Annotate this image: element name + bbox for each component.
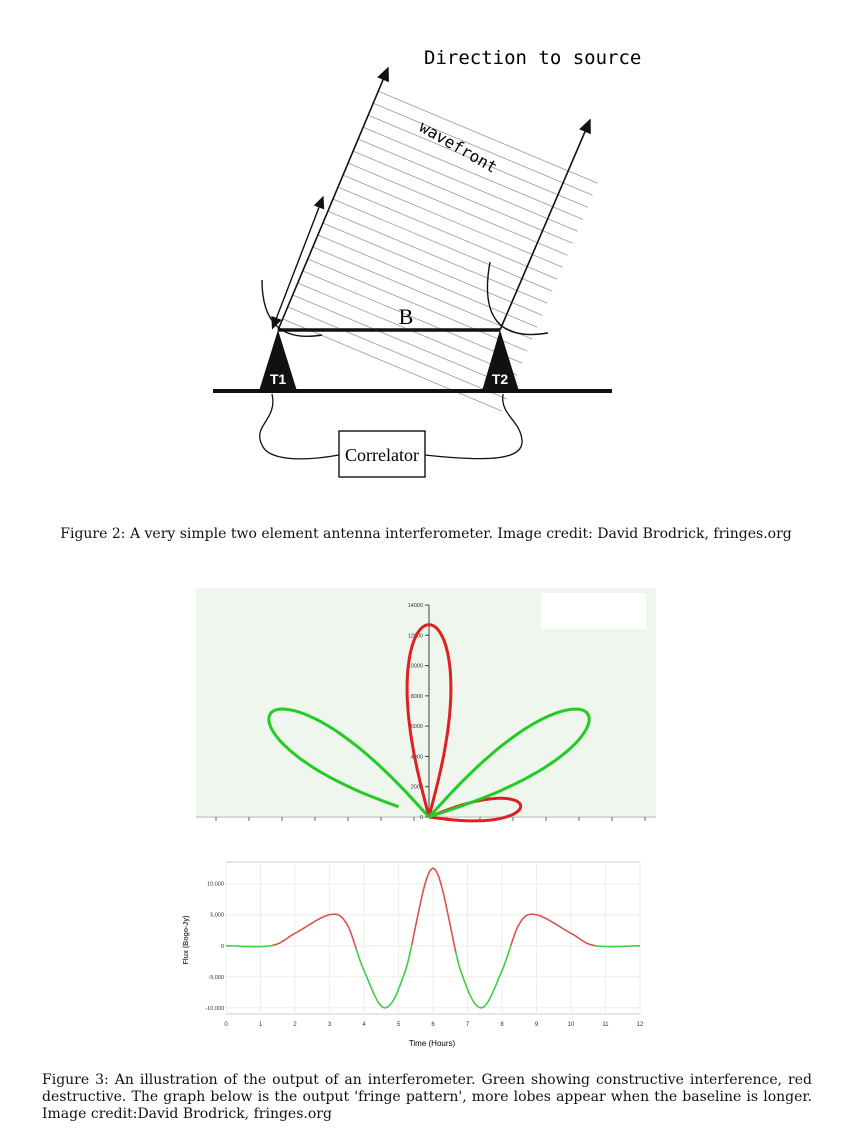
hatch-line xyxy=(368,114,588,208)
x-tick-label: 0 xyxy=(224,1022,228,1028)
polar-tick-label: 14000 xyxy=(408,603,423,609)
hatch-line xyxy=(337,186,558,280)
cable-t2 xyxy=(424,393,523,460)
x-tick-label: 8 xyxy=(500,1022,504,1028)
telescope-t1 xyxy=(259,330,297,391)
path-difference-arrow xyxy=(271,195,325,330)
polar-lobes xyxy=(267,623,591,823)
hatch-line xyxy=(307,258,528,352)
ray-t1 xyxy=(277,66,389,331)
y-tick-label: 10,000 xyxy=(207,882,224,888)
fringe-segment xyxy=(595,945,640,948)
fringe-segment xyxy=(411,867,457,953)
hatch-line xyxy=(357,138,578,232)
hatch-line xyxy=(302,270,523,364)
x-tick-label: 5 xyxy=(397,1022,401,1028)
polar-tick-label: 6000 xyxy=(411,724,423,730)
polar-lobe xyxy=(428,796,523,823)
polar-tick-label: 0 xyxy=(420,815,423,821)
baseline-label: B xyxy=(399,304,414,329)
figure3-caption: Figure 3: An illustration of the output … xyxy=(42,1072,812,1122)
x-tick-label: 4 xyxy=(362,1022,366,1028)
y-tick-label: -10,000 xyxy=(205,1006,224,1012)
dish-t2 xyxy=(486,261,549,336)
x-tick-label: 7 xyxy=(466,1022,470,1028)
ray-t2 xyxy=(499,118,591,331)
hatch-line xyxy=(312,246,533,340)
polar-tick-label: 2000 xyxy=(411,785,423,791)
y-tick-label: 5,000 xyxy=(210,913,224,919)
x-tick-label: 6 xyxy=(431,1022,435,1028)
y-tick-label: -5,000 xyxy=(208,975,224,981)
hatch-line xyxy=(327,210,548,304)
fringe-segment xyxy=(226,944,274,948)
telescope-t2 xyxy=(482,330,519,391)
x-tick-label: 10 xyxy=(568,1022,575,1028)
x-tick-label: 9 xyxy=(535,1022,539,1028)
wavefront-hatching xyxy=(282,90,598,412)
fringe-segment xyxy=(355,944,413,1009)
cable-t1 xyxy=(259,393,340,460)
wavefront-label: wavefront xyxy=(416,117,501,177)
polar-lobe xyxy=(405,623,453,818)
fringe-line-chart: 0 1 2 3 4 5 6 7 8 9 10 11 1210,0005,0000-5,000-10,00… xyxy=(183,861,644,1048)
fringe-segment xyxy=(455,945,512,1009)
hatch-line xyxy=(352,150,573,244)
x-tick-label: 3 xyxy=(328,1022,332,1028)
hatch-line xyxy=(373,102,593,196)
figure2-diagram: B T1 T2 Correlator Direction to source w… xyxy=(213,47,641,478)
fringe-segment xyxy=(272,913,357,950)
correlator-label: Correlator xyxy=(345,445,419,465)
y-axis-label: Flux (Bogo-Jy) xyxy=(183,916,190,965)
x-tick-label: 12 xyxy=(637,1022,644,1028)
hatch-line xyxy=(347,162,568,256)
polar-lobe xyxy=(427,707,591,819)
polar-lobe xyxy=(267,707,431,819)
hatch-line xyxy=(363,126,583,220)
hatch-line xyxy=(342,174,563,268)
line-ticks: 0 1 2 3 4 5 6 7 8 9 10 11 1210,0005,0000-5,000-10,00… xyxy=(205,882,644,1028)
figure2-caption: Figure 2: A very simple two element ante… xyxy=(60,526,792,542)
correlator-box xyxy=(338,430,426,478)
hatch-line xyxy=(287,306,508,400)
polar-tick-label: 10000 xyxy=(408,664,423,670)
hatch-line xyxy=(378,90,598,184)
t2-label: T2 xyxy=(492,371,509,387)
polar-tick-label: 8000 xyxy=(411,694,423,700)
x-tick-label: 11 xyxy=(602,1022,609,1028)
legend-box xyxy=(541,593,646,629)
hatch-line xyxy=(282,318,503,412)
line-series xyxy=(226,867,640,1009)
polar-tick-label: 4000 xyxy=(411,754,423,760)
hatch-line xyxy=(332,198,553,292)
direction-label: Direction to source xyxy=(424,47,641,69)
x-axis-label: Time (Hours) xyxy=(409,1039,456,1048)
hatch-line xyxy=(292,294,513,388)
fringe-segment xyxy=(510,913,596,947)
t1-label: T1 xyxy=(270,371,287,387)
y-tick-label: 0 xyxy=(221,944,224,950)
line-grid xyxy=(225,861,641,1015)
x-tick-label: 2 xyxy=(293,1022,297,1028)
x-tick-label: 1 xyxy=(259,1022,263,1028)
hatch-line xyxy=(322,222,543,316)
hatch-line xyxy=(317,234,538,328)
dish-t1 xyxy=(261,279,323,337)
